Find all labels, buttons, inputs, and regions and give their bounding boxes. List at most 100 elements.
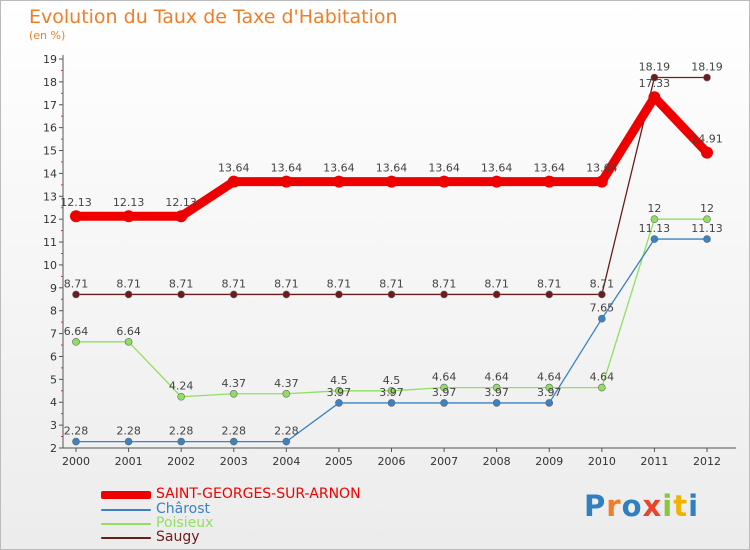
data-point-saugy bbox=[703, 73, 711, 82]
x-tick-label: 2008 bbox=[483, 455, 511, 468]
data-point-saint-georges-sur-arnon bbox=[701, 146, 713, 159]
data-label-saugy: 18.19 bbox=[691, 61, 723, 74]
x-tick-label: 2003 bbox=[220, 455, 248, 468]
data-point-ch-rost bbox=[282, 437, 291, 446]
data-label-poisieux: 4.64 bbox=[484, 371, 509, 384]
y-tick-label: 7 bbox=[50, 328, 57, 341]
x-tick-label: 2007 bbox=[430, 455, 458, 468]
data-point-poisieux bbox=[282, 389, 291, 398]
legend-label-saint-georges: SAINT-GEORGES-SUR-ARNON bbox=[156, 486, 361, 502]
y-tick-label: 9 bbox=[50, 282, 57, 295]
y-tick-label: 12 bbox=[43, 213, 57, 226]
data-point-saugy bbox=[177, 290, 185, 299]
data-point-poisieux bbox=[124, 338, 133, 346]
data-point-saugy bbox=[335, 290, 343, 299]
data-label-saint-georges-sur-arnon: 12.13 bbox=[113, 196, 145, 209]
legend-label-poisieux: Poisieux bbox=[156, 515, 214, 531]
data-point-saint-georges-sur-arnon bbox=[175, 210, 188, 223]
data-label-poisieux: 4.24 bbox=[169, 380, 194, 393]
legend-swatch-charost bbox=[101, 509, 151, 511]
data-label-saugy: 8.71 bbox=[537, 277, 562, 290]
data-point-saugy bbox=[124, 290, 133, 299]
data-label-saugy: 8.71 bbox=[116, 277, 141, 290]
legend-label-charost: Chârost bbox=[156, 501, 211, 517]
data-label-poisieux: 4.37 bbox=[274, 377, 299, 390]
data-point-saugy bbox=[492, 290, 501, 299]
data-label-ch-rost: 2.28 bbox=[64, 425, 89, 438]
data-point-poisieux bbox=[387, 386, 396, 395]
logo-letter: o bbox=[621, 489, 643, 523]
data-point-saugy bbox=[72, 290, 80, 299]
data-label-saugy: 8.71 bbox=[590, 277, 615, 290]
data-label-ch-rost: 2.28 bbox=[169, 425, 194, 438]
data-point-saugy bbox=[440, 290, 448, 299]
data-label-poisieux: 4.5 bbox=[330, 374, 348, 387]
logo-letter: x bbox=[642, 489, 663, 523]
x-tick-label: 2002 bbox=[167, 455, 195, 468]
legend-swatch-poisieux bbox=[101, 523, 151, 525]
series-line-ch-rost bbox=[75, 238, 708, 443]
data-point-saint-georges-sur-arnon bbox=[70, 210, 82, 223]
data-point-poisieux bbox=[545, 383, 554, 392]
y-tick-label: 14 bbox=[43, 167, 57, 180]
y-tick-label: 6 bbox=[50, 350, 57, 363]
y-tick-label: 10 bbox=[43, 259, 57, 272]
data-label-saugy: 8.71 bbox=[432, 277, 457, 290]
data-label-saint-georges-sur-arnon: 13.64 bbox=[376, 162, 408, 175]
data-label-saint-georges-sur-arnon: 13.64 bbox=[481, 162, 513, 175]
data-point-saint-georges-sur-arnon bbox=[438, 175, 451, 188]
logo-letter: P bbox=[584, 489, 607, 523]
y-tick-label: 19 bbox=[43, 53, 57, 66]
data-point-saint-georges-sur-arnon bbox=[280, 175, 293, 188]
data-label-ch-rost: 11.13 bbox=[691, 222, 723, 235]
data-label-saugy: 8.71 bbox=[379, 277, 404, 290]
logo-letter: r bbox=[606, 489, 622, 523]
data-label-saugy: 8.71 bbox=[169, 277, 194, 290]
data-label-poisieux: 4.64 bbox=[432, 371, 457, 384]
data-point-poisieux bbox=[72, 338, 80, 346]
data-label-saugy: 18.19 bbox=[639, 61, 671, 74]
data-point-poisieux bbox=[335, 386, 343, 395]
data-point-saugy bbox=[282, 290, 291, 299]
data-label-saint-georges-sur-arnon: 13.64 bbox=[428, 162, 460, 175]
chart-series bbox=[70, 73, 713, 446]
data-point-ch-rost bbox=[124, 437, 133, 446]
chart-data-labels: 8.71 8.71 8.71 8.71 8.71 8.71 8.71 8.71 8.71 8.71… bbox=[60, 61, 723, 438]
legend-label-saugy: Saugy bbox=[156, 529, 200, 545]
data-point-poisieux bbox=[440, 383, 448, 392]
logo-letter: i bbox=[688, 489, 700, 523]
y-tick-label: 5 bbox=[50, 373, 57, 386]
data-point-ch-rost bbox=[72, 437, 80, 446]
data-point-ch-rost bbox=[545, 399, 554, 407]
y-tick-label: 3 bbox=[50, 419, 57, 432]
x-tick-label: 2011 bbox=[640, 455, 668, 468]
data-label-saint-georges-sur-arnon: 12.13 bbox=[165, 196, 197, 209]
data-label-poisieux: 12 bbox=[647, 202, 661, 215]
data-point-saint-georges-sur-arnon bbox=[490, 175, 503, 188]
data-label-poisieux: 6.64 bbox=[64, 325, 89, 338]
data-point-saint-georges-sur-arnon bbox=[227, 175, 240, 188]
data-label-ch-rost: 7.65 bbox=[590, 302, 615, 315]
y-tick-label: 15 bbox=[43, 145, 57, 158]
data-label-poisieux: 6.64 bbox=[116, 325, 141, 338]
data-point-saugy bbox=[545, 290, 554, 299]
data-point-saugy bbox=[229, 290, 238, 299]
data-point-ch-rost bbox=[440, 399, 448, 407]
data-label-poisieux: 4.37 bbox=[222, 377, 247, 390]
data-point-ch-rost bbox=[229, 437, 238, 446]
data-label-ch-rost: 3.97 bbox=[432, 386, 457, 399]
data-point-poisieux bbox=[229, 389, 238, 398]
x-tick-label: 2006 bbox=[378, 455, 406, 468]
y-tick-label: 13 bbox=[43, 190, 57, 203]
data-point-ch-rost bbox=[650, 235, 659, 243]
x-tick-label: 2012 bbox=[693, 455, 721, 468]
data-label-saugy: 8.71 bbox=[484, 277, 509, 290]
data-label-ch-rost: 3.97 bbox=[537, 386, 562, 399]
data-point-ch-rost bbox=[177, 437, 185, 446]
data-label-ch-rost: 2.28 bbox=[222, 425, 247, 438]
y-tick-label: 2 bbox=[50, 442, 57, 455]
x-tick-label: 2009 bbox=[535, 455, 563, 468]
data-point-saint-georges-sur-arnon bbox=[648, 91, 661, 104]
data-point-saint-georges-sur-arnon bbox=[385, 175, 398, 188]
data-point-poisieux bbox=[177, 392, 185, 401]
